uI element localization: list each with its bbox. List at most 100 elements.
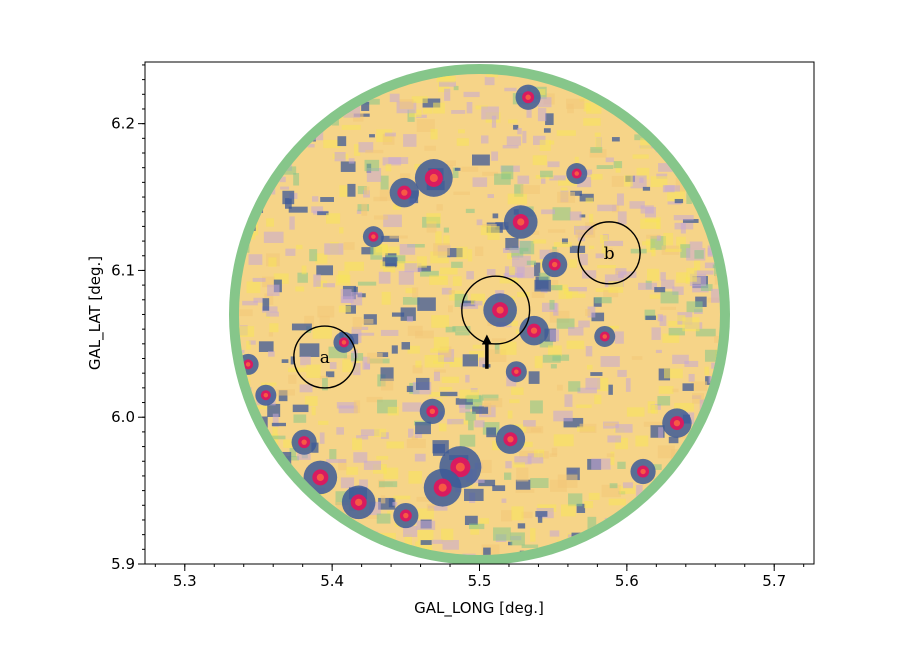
texture-cell xyxy=(392,502,398,506)
texture-cell xyxy=(561,504,576,517)
texture-cell xyxy=(664,185,680,192)
texture-cell xyxy=(638,282,657,290)
texture-cell xyxy=(443,227,449,233)
texture-cell xyxy=(521,544,539,549)
texture-cell xyxy=(502,248,520,253)
texture-cell xyxy=(451,110,466,114)
texture-cell xyxy=(459,303,479,309)
texture-cell xyxy=(493,527,511,541)
texture-cell xyxy=(420,540,432,545)
texture-cell xyxy=(661,279,675,289)
y-axis-label: GAL_LAT [deg.] xyxy=(86,256,105,370)
texture-cell xyxy=(570,190,582,196)
texture-cell xyxy=(597,377,609,392)
texture-cell xyxy=(402,402,422,412)
texture-cell xyxy=(667,190,686,202)
texture-cell xyxy=(514,184,524,197)
texture-cell xyxy=(549,310,570,323)
texture-cell xyxy=(415,330,434,339)
texture-cell xyxy=(668,327,685,336)
texture-cell xyxy=(486,427,497,438)
texture-cell xyxy=(288,206,308,213)
texture-cell xyxy=(282,190,295,205)
texture-cell xyxy=(414,432,423,438)
texture-cell xyxy=(589,213,594,224)
texture-cell xyxy=(494,342,500,354)
texture-cell xyxy=(439,267,458,275)
texture-cell xyxy=(416,256,427,268)
texture-cell xyxy=(636,167,650,180)
texture-cell xyxy=(692,393,705,404)
texture-cell xyxy=(474,420,485,428)
texture-cell xyxy=(445,326,456,333)
texture-cell xyxy=(381,291,391,305)
texture-cell xyxy=(262,298,270,311)
texture-cell xyxy=(344,261,364,271)
texture-cell xyxy=(383,467,399,480)
texture-cell xyxy=(412,365,423,374)
texture-cell xyxy=(329,362,337,370)
texture-cell xyxy=(616,193,624,206)
texture-cell xyxy=(657,396,671,406)
texture-cell xyxy=(297,453,311,460)
texture-cell xyxy=(655,349,662,354)
texture-cell xyxy=(557,191,576,203)
texture-cell xyxy=(508,266,515,276)
texture-cell xyxy=(603,290,619,298)
texture-cell xyxy=(503,273,523,278)
texture-cell xyxy=(444,160,457,166)
texture-cell xyxy=(385,163,392,172)
texture-cell xyxy=(290,356,295,365)
texture-cell xyxy=(364,159,380,172)
texture-cell xyxy=(483,547,491,555)
texture-cell xyxy=(363,186,370,195)
hot-spot-core xyxy=(429,408,436,415)
texture-cell xyxy=(238,326,255,337)
texture-cell xyxy=(248,254,263,265)
texture-cell xyxy=(295,286,305,292)
texture-cell xyxy=(424,145,436,151)
texture-cell xyxy=(271,422,286,427)
texture-cell xyxy=(246,281,261,294)
texture-cell xyxy=(380,367,394,382)
texture-cell xyxy=(404,263,422,273)
texture-cell xyxy=(504,87,517,92)
texture-cell xyxy=(514,456,532,465)
texture-cell xyxy=(289,216,295,230)
x-axis: 5.3 5.4 5.5 5.6 5.7 xyxy=(154,564,805,590)
texture-cell xyxy=(306,364,321,378)
hot-spot-core xyxy=(517,218,525,226)
texture-cell xyxy=(608,281,624,293)
texture-cell xyxy=(624,175,633,187)
texture-cell xyxy=(658,427,664,439)
hot-spot-core xyxy=(507,436,514,443)
texture-cell xyxy=(399,244,416,255)
texture-cell xyxy=(393,495,411,500)
texture-cell xyxy=(472,177,488,187)
texture-cell xyxy=(280,186,290,190)
texture-cell xyxy=(579,97,591,102)
texture-cell xyxy=(363,460,381,470)
texture-cell xyxy=(268,332,274,337)
texture-cell xyxy=(322,378,328,391)
arrow-head xyxy=(481,334,492,345)
texture-cell xyxy=(583,102,591,112)
texture-cell xyxy=(535,511,548,517)
texture-cell xyxy=(510,532,525,546)
texture-cell xyxy=(659,315,667,327)
texture-cell xyxy=(465,411,476,421)
texture-cell xyxy=(453,191,471,196)
texture-cell xyxy=(579,193,594,202)
texture-cell xyxy=(615,437,629,450)
texture-cell xyxy=(474,246,484,256)
texture-cell xyxy=(407,345,420,354)
texture-cell xyxy=(360,429,380,436)
texture-cell xyxy=(478,479,496,487)
texture-cell xyxy=(645,315,657,321)
texture-cell xyxy=(483,398,503,408)
texture-cell xyxy=(462,553,476,555)
texture-cell xyxy=(615,424,633,433)
texture-cell xyxy=(660,272,666,281)
source-arrow xyxy=(481,334,492,369)
texture-cell xyxy=(714,274,721,285)
